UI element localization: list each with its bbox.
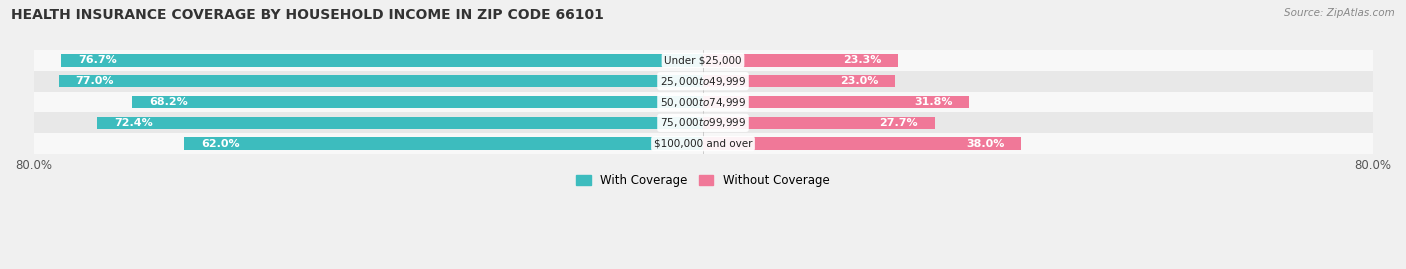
Text: 77.0%: 77.0% <box>76 76 114 86</box>
Text: $25,000 to $49,999: $25,000 to $49,999 <box>659 75 747 88</box>
Text: $100,000 and over: $100,000 and over <box>654 139 752 149</box>
Bar <box>703 54 898 67</box>
Bar <box>59 75 703 87</box>
Text: 31.8%: 31.8% <box>914 97 952 107</box>
Bar <box>34 50 1372 71</box>
Bar <box>34 71 1372 92</box>
Bar <box>34 112 1372 133</box>
Bar <box>132 96 703 108</box>
Text: 23.0%: 23.0% <box>841 76 879 86</box>
Text: 62.0%: 62.0% <box>201 139 239 149</box>
Text: 23.3%: 23.3% <box>842 55 882 65</box>
Text: Under $25,000: Under $25,000 <box>664 55 742 65</box>
Text: $50,000 to $74,999: $50,000 to $74,999 <box>659 95 747 108</box>
Text: Source: ZipAtlas.com: Source: ZipAtlas.com <box>1284 8 1395 18</box>
Bar <box>703 75 896 87</box>
Bar <box>34 92 1372 112</box>
Text: $75,000 to $99,999: $75,000 to $99,999 <box>659 116 747 129</box>
Text: HEALTH INSURANCE COVERAGE BY HOUSEHOLD INCOME IN ZIP CODE 66101: HEALTH INSURANCE COVERAGE BY HOUSEHOLD I… <box>11 8 605 22</box>
Bar <box>60 54 703 67</box>
Text: 68.2%: 68.2% <box>149 97 188 107</box>
Bar <box>703 137 1021 150</box>
Bar <box>703 96 969 108</box>
Text: 72.4%: 72.4% <box>114 118 153 128</box>
Bar <box>703 116 935 129</box>
Legend: With Coverage, Without Coverage: With Coverage, Without Coverage <box>572 169 834 192</box>
Text: 76.7%: 76.7% <box>77 55 117 65</box>
Text: 27.7%: 27.7% <box>879 118 918 128</box>
Text: 38.0%: 38.0% <box>966 139 1004 149</box>
Bar <box>184 137 703 150</box>
Bar <box>34 133 1372 154</box>
Bar <box>97 116 703 129</box>
